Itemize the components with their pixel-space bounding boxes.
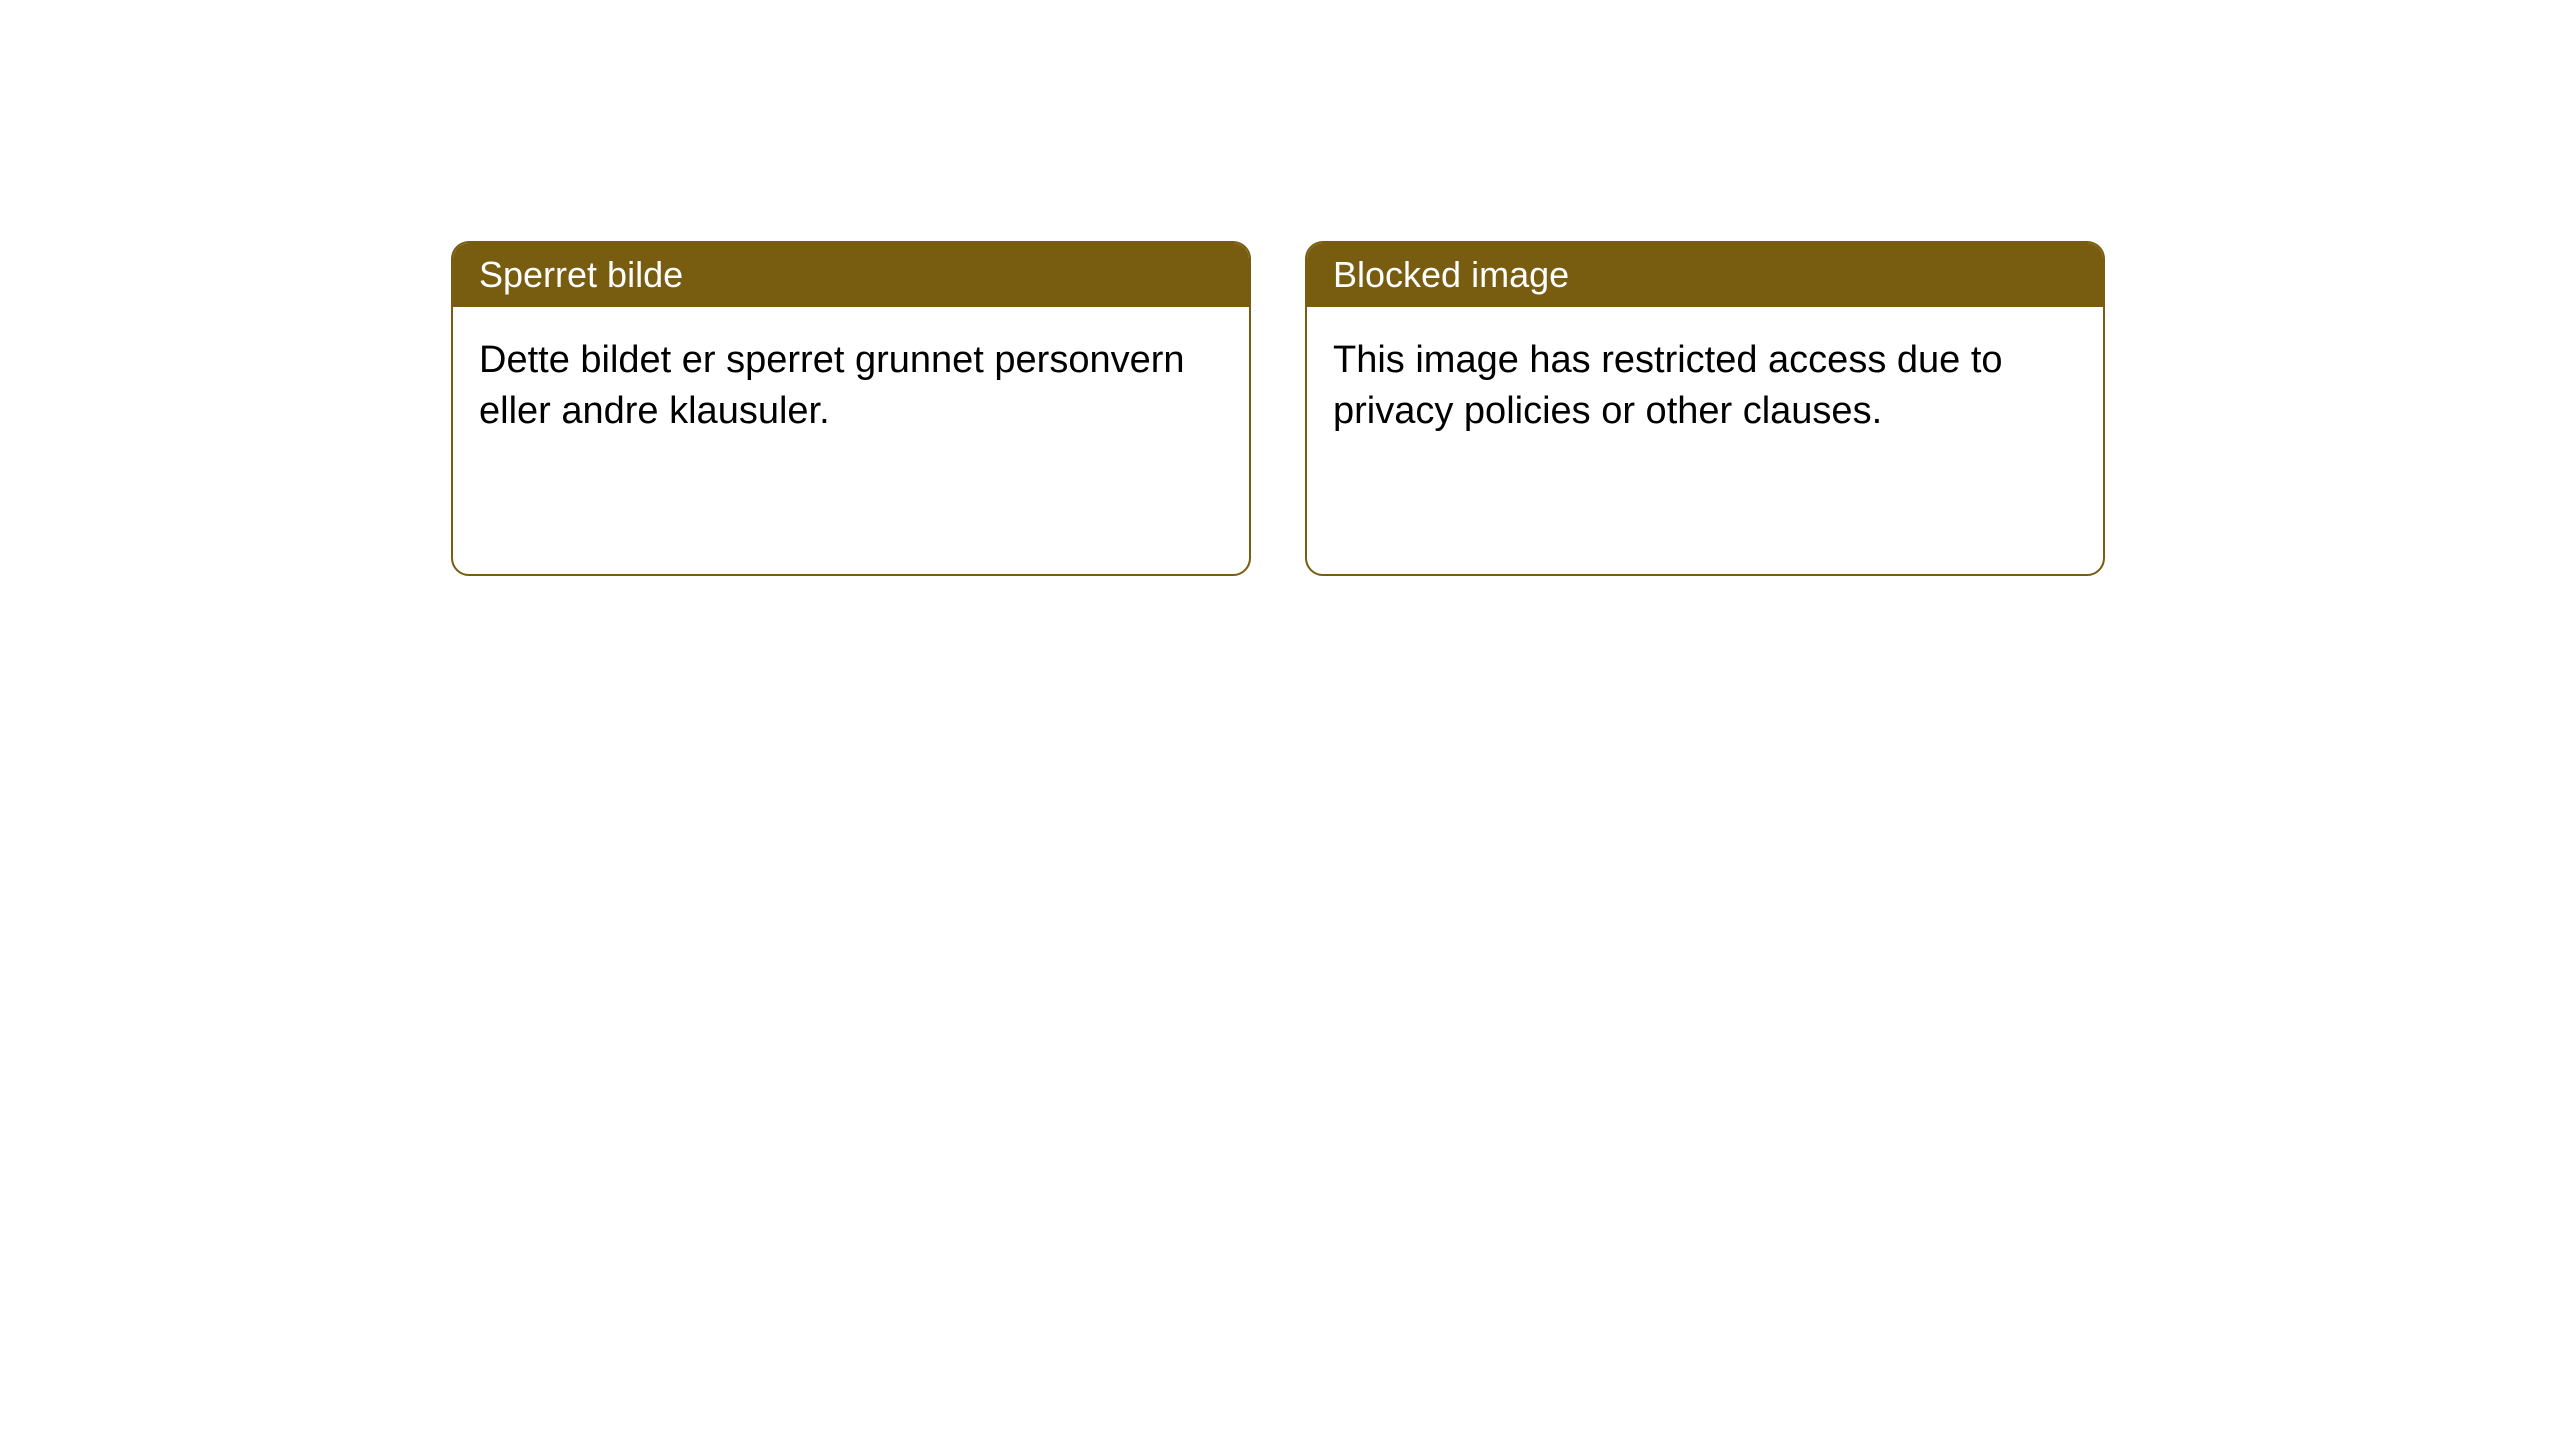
notice-box-norwegian: Sperret bilde Dette bildet er sperret gr… <box>451 241 1251 576</box>
notices-container: Sperret bilde Dette bildet er sperret gr… <box>451 241 2105 576</box>
notice-title: Blocked image <box>1333 254 1569 295</box>
notice-header: Sperret bilde <box>453 243 1249 307</box>
notice-body-text: This image has restricted access due to … <box>1333 339 2003 432</box>
notice-box-english: Blocked image This image has restricted … <box>1305 241 2105 576</box>
notice-title: Sperret bilde <box>479 254 683 295</box>
notice-body: Dette bildet er sperret grunnet personve… <box>453 307 1249 466</box>
notice-body: This image has restricted access due to … <box>1307 307 2103 466</box>
notice-header: Blocked image <box>1307 243 2103 307</box>
notice-body-text: Dette bildet er sperret grunnet personve… <box>479 339 1185 432</box>
